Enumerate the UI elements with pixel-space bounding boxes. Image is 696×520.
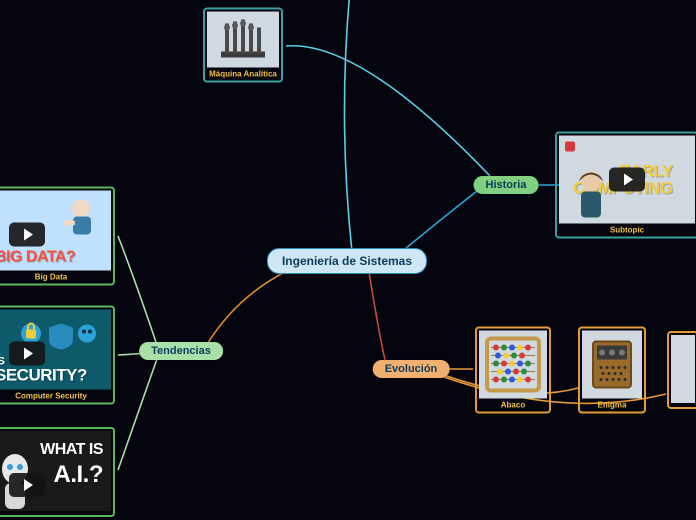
big-data-thumb: BIG DATA? [0, 191, 111, 271]
play-icon[interactable] [9, 473, 45, 497]
card-enigma[interactable]: Enigma [578, 327, 646, 414]
early-computing-thumb: EARLY COMPUTING [559, 136, 695, 224]
security-overlay: SECURITY? [0, 366, 87, 386]
badge-icon [565, 142, 575, 152]
ai-overlay-1: WHAT IS [40, 441, 103, 459]
card-abaco[interactable]: Abaco [475, 327, 551, 414]
ai-thumb: WHAT IS A.I.? [0, 431, 111, 511]
card-maquina-analitica[interactable]: Máquina Analítica [203, 8, 283, 83]
topic-tendencias-label: Tendencias [151, 345, 211, 357]
topic-evolucion[interactable]: Evolución [373, 360, 450, 378]
topic-tendencias[interactable]: Tendencias [139, 342, 223, 360]
security-thumb: IS SECURITY? [0, 310, 111, 390]
topic-evolucion-label: Evolución [385, 363, 438, 375]
computer-icon [671, 335, 695, 403]
abacus-icon [479, 331, 547, 399]
ai-overlay-2: A.I.? [54, 461, 104, 489]
card-bigdata-label: Big Data [35, 273, 67, 282]
card-abaco-label: Abaco [501, 401, 525, 410]
topic-historia-label: Historia [486, 179, 527, 191]
analytical-engine-icon [207, 12, 279, 68]
topic-historia[interactable]: Historia [474, 176, 539, 194]
card-security-label: Computer Security [15, 392, 87, 401]
card-early-label: Subtopic [610, 226, 644, 235]
card-ai[interactable]: WHAT IS A.I.? [0, 427, 115, 517]
card-big-data[interactable]: BIG DATA? Big Data [0, 187, 115, 286]
card-computer-security[interactable]: IS SECURITY? Computer Security [0, 306, 115, 405]
card-enigma-label: Enigma [598, 401, 627, 410]
play-icon[interactable] [9, 223, 45, 247]
card-early-computing[interactable]: EARLY COMPUTING Subtopic [555, 132, 696, 239]
play-icon[interactable] [609, 168, 645, 192]
central-node[interactable]: Ingeniería de Sistemas [267, 248, 427, 274]
central-label: Ingeniería de Sistemas [282, 254, 412, 268]
cartoon-person-icon [63, 197, 103, 237]
character-icon [573, 170, 609, 220]
play-icon[interactable] [9, 342, 45, 366]
enigma-icon [582, 331, 642, 399]
big-data-overlay: BIG DATA? [0, 249, 75, 267]
card-maquina-label: Máquina Analítica [209, 70, 277, 79]
card-computer[interactable] [667, 331, 696, 409]
